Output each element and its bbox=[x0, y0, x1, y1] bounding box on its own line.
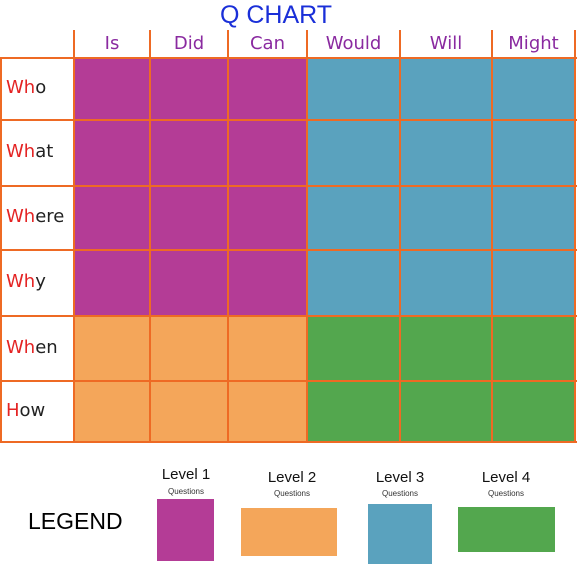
grid-cell bbox=[400, 381, 492, 442]
grid-line-vertical bbox=[491, 30, 493, 442]
grid-cell bbox=[150, 120, 228, 186]
row-label-rest: y bbox=[35, 271, 46, 292]
row-label-question-part: Wh bbox=[6, 77, 36, 98]
grid-cell bbox=[492, 120, 575, 186]
row-label-rest: ow bbox=[19, 399, 46, 421]
grid-cell bbox=[307, 381, 400, 442]
grid-cell bbox=[400, 316, 492, 381]
grid-cell bbox=[400, 186, 492, 250]
grid-cell bbox=[228, 186, 307, 250]
grid-cell bbox=[307, 316, 400, 381]
grid-cell bbox=[74, 316, 150, 381]
row-label-question-part: Wh bbox=[6, 206, 36, 227]
grid-cell bbox=[74, 58, 150, 120]
grid-cell bbox=[150, 381, 228, 442]
grid-line-vertical bbox=[73, 30, 75, 442]
legend-level-label: Level 2 bbox=[267, 469, 317, 486]
grid-cell bbox=[74, 120, 150, 186]
row-label-question-part: H bbox=[6, 399, 20, 421]
grid-cell bbox=[307, 186, 400, 250]
row-label-rest: at bbox=[35, 141, 54, 162]
legend-level-label: Level 1 bbox=[161, 466, 211, 483]
grid-cell bbox=[492, 316, 575, 381]
grid-line-horizontal bbox=[0, 249, 577, 251]
row-label-question-part: Wh bbox=[6, 336, 36, 358]
grid-cell bbox=[74, 250, 150, 316]
grid-line-vertical bbox=[149, 30, 151, 442]
grid-cell bbox=[228, 316, 307, 381]
row-label: Why bbox=[6, 271, 46, 292]
grid-cell bbox=[228, 250, 307, 316]
row-label-question-part: Wh bbox=[6, 271, 36, 292]
legend-level-sublabel: Questions bbox=[487, 489, 525, 498]
grid-line-horizontal bbox=[0, 380, 577, 382]
grid-line-horizontal bbox=[0, 441, 577, 443]
legend-level-sublabel: Questions bbox=[167, 487, 205, 496]
column-header: Is bbox=[104, 33, 120, 54]
grid-line-horizontal bbox=[0, 57, 577, 59]
legend-swatch bbox=[157, 499, 214, 561]
legend-swatch bbox=[458, 507, 555, 552]
grid-cell bbox=[400, 250, 492, 316]
row-label: How bbox=[6, 400, 45, 421]
grid-line-horizontal bbox=[0, 119, 577, 121]
legend-title: LEGEND bbox=[28, 508, 123, 534]
legend-level-sublabel: Questions bbox=[381, 489, 419, 498]
grid-cell bbox=[74, 186, 150, 250]
legend-level-label: Level 4 bbox=[481, 469, 531, 486]
grid-line-horizontal bbox=[0, 185, 577, 187]
grid-line-horizontal bbox=[0, 315, 577, 317]
legend-level-sublabel: Questions bbox=[273, 489, 311, 498]
row-label: When bbox=[6, 337, 58, 358]
grid-cell bbox=[492, 250, 575, 316]
column-header: Will bbox=[429, 33, 463, 54]
legend-level-label: Level 3 bbox=[375, 469, 425, 486]
grid-line-vertical bbox=[574, 30, 576, 442]
grid-cell bbox=[74, 381, 150, 442]
grid-line-vertical bbox=[227, 30, 229, 442]
grid-cell bbox=[400, 120, 492, 186]
legend-swatch bbox=[368, 504, 432, 564]
grid-line-vertical bbox=[306, 30, 308, 442]
row-label: What bbox=[6, 141, 53, 162]
grid-cell bbox=[307, 250, 400, 316]
row-label-rest: o bbox=[35, 77, 47, 98]
grid-cell bbox=[150, 186, 228, 250]
grid-cell bbox=[492, 186, 575, 250]
legend-swatch bbox=[241, 508, 337, 556]
column-header: Might bbox=[508, 33, 559, 54]
chart-title: Q CHART bbox=[219, 1, 333, 29]
row-label: Who bbox=[6, 77, 46, 98]
column-header: Would bbox=[325, 33, 382, 54]
grid-cell bbox=[150, 316, 228, 381]
grid-cell bbox=[228, 58, 307, 120]
grid-cell bbox=[307, 58, 400, 120]
grid-cell bbox=[150, 250, 228, 316]
grid-cell bbox=[150, 58, 228, 120]
column-header: Did bbox=[173, 33, 205, 54]
grid-cell bbox=[400, 58, 492, 120]
grid-cell bbox=[228, 120, 307, 186]
grid-cell bbox=[492, 58, 575, 120]
grid-cell bbox=[228, 381, 307, 442]
grid-cell bbox=[307, 120, 400, 186]
grid-line-vertical bbox=[399, 30, 401, 442]
row-label-rest: en bbox=[35, 336, 58, 358]
row-label-question-part: Wh bbox=[6, 141, 36, 162]
column-header: Can bbox=[249, 33, 285, 54]
row-label-rest: ere bbox=[35, 206, 65, 227]
row-label: Where bbox=[6, 206, 64, 227]
grid-cell bbox=[492, 381, 575, 442]
